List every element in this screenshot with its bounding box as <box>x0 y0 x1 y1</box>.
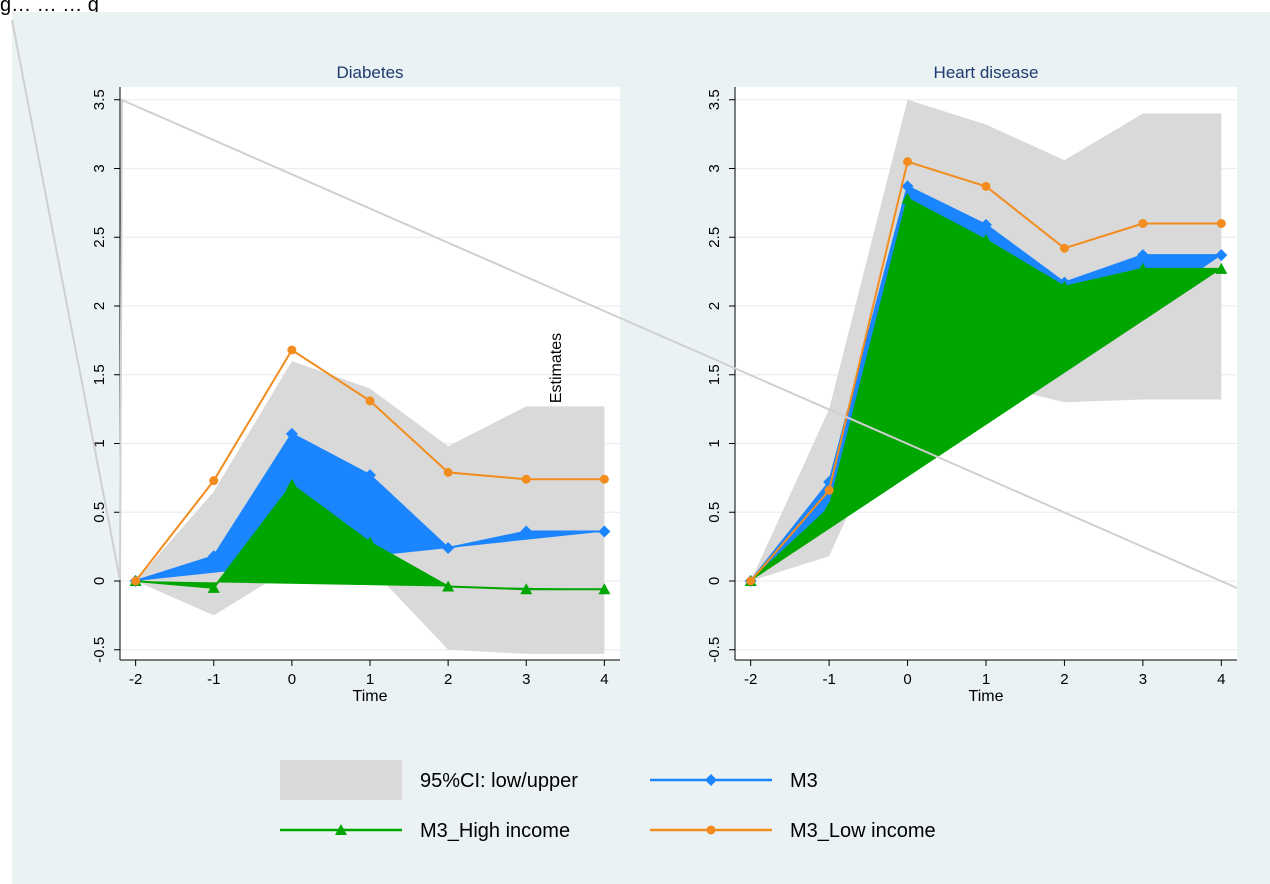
y-tick-label: 3 <box>706 164 723 172</box>
data-point-m3 <box>598 525 611 538</box>
x-tick-label: -1 <box>822 671 835 688</box>
legend-label: 95%CI: low/upper <box>420 770 578 792</box>
legend-item-ci: 95%CI: low/upper <box>280 760 578 800</box>
data-point-m3_low-income <box>1138 219 1148 228</box>
x-tick-label: 3 <box>522 671 530 688</box>
data-point-m3_low-income <box>131 576 141 586</box>
data-point-m3 <box>520 525 533 538</box>
y-tick-label: 3.5 <box>91 89 108 110</box>
legend-swatch-marker <box>706 825 716 835</box>
data-point-m3_low-income <box>287 345 297 355</box>
data-point-m3_low-income <box>1059 243 1069 253</box>
legend-swatch-marker <box>335 824 347 835</box>
data-point-m3_high-income <box>520 583 533 595</box>
y-tick-label: 0.5 <box>706 502 723 523</box>
data-point-m3_high-income <box>364 536 376 548</box>
x-tick-label: 0 <box>903 671 911 688</box>
y-tick-label: -0.5 <box>91 637 108 663</box>
data-point-m3_high-income <box>1136 262 1149 274</box>
x-tick-label: 2 <box>444 671 452 688</box>
data-point-m3 <box>980 218 992 231</box>
y-tick-label: 0.5 <box>91 502 108 523</box>
panel-title: Diabetes <box>336 63 403 82</box>
x-tick-label: 2 <box>1060 671 1068 688</box>
data-point-m3 <box>442 542 455 554</box>
y-tick-label: 1 <box>706 439 723 447</box>
data-point-m3_low-income <box>599 474 609 484</box>
data-point-m3_low-income <box>521 474 531 484</box>
x-tick-label: 4 <box>1217 671 1225 688</box>
x-tick-label: -1 <box>207 671 220 688</box>
legend-label: M3_Low income <box>790 820 936 842</box>
series-area-m3_high-income <box>750 198 1222 581</box>
data-point-m3_high-income <box>285 478 298 490</box>
data-point-m3_low-income <box>209 476 219 486</box>
data-point-m3_high-income <box>901 192 914 204</box>
data-point-m3_low-income <box>981 181 991 191</box>
y-axis-title: Estimates <box>548 333 565 403</box>
data-point-m3 <box>901 180 914 193</box>
y-tick-label: 1 <box>91 439 108 447</box>
data-point-m3_high-income <box>980 234 992 245</box>
y-tick-label: 2 <box>91 302 108 310</box>
diagonal-artifact-line <box>11 19 1238 589</box>
legend-item-m3: M3 <box>650 770 818 792</box>
y-tick-label: 3 <box>91 164 108 172</box>
x-tick-label: -2 <box>129 671 142 688</box>
x-axis-title: Time <box>969 688 1004 705</box>
x-tick-label: 1 <box>982 671 990 688</box>
data-point-m3_low-income <box>746 576 756 586</box>
data-point-m3_low-income <box>903 157 913 167</box>
x-tick-label: 3 <box>1139 671 1147 688</box>
series-area-m3_high-income <box>135 484 605 590</box>
data-point-m3_high-income <box>823 502 836 514</box>
y-tick-label: 2.5 <box>706 227 723 248</box>
legend-item-low: M3_Low income <box>650 820 936 842</box>
data-point-m3 <box>207 550 220 563</box>
data-point-m3_low-income <box>824 485 834 495</box>
data-point-m3_high-income <box>1058 280 1071 292</box>
data-point-m3 <box>1215 249 1228 262</box>
y-tick-label: 1.5 <box>91 364 108 385</box>
x-tick-label: 4 <box>600 671 608 688</box>
y-tick-label: 0 <box>91 577 108 585</box>
data-point-m3 <box>1136 249 1149 262</box>
legend-label: M3 <box>790 770 818 792</box>
legend-swatch-ci <box>280 760 402 800</box>
data-point-m3 <box>364 469 376 482</box>
data-point-m3_high-income <box>442 580 455 592</box>
data-point-m3_low-income <box>365 396 375 406</box>
y-tick-label: 3.5 <box>706 89 723 110</box>
y-tick-label: 0 <box>706 577 723 585</box>
panel-title: Heart disease <box>934 63 1039 82</box>
panel-heart-disease: -0.5 0 0.5 1 1.5 2 2.5 3 3.5 -2 -1 0 1 2 3 4 Time Heart d… <box>706 63 1237 705</box>
data-point-m3_low-income <box>443 467 453 477</box>
data-point-m3_high-income <box>1215 262 1228 274</box>
x-tick-label: 1 <box>366 671 374 688</box>
y-tick-label: 2.5 <box>91 227 108 248</box>
y-tick-label: 1.5 <box>706 364 723 385</box>
data-point-m3_high-income <box>207 581 220 593</box>
y-tick-label: 2 <box>706 302 723 310</box>
panel-diabetes: -0.5 0 0.5 1 1.5 2 2.5 3 3.5 -2 -1 0 1 2 3 4 Time Diabete… <box>91 63 620 705</box>
x-tick-label: 0 <box>288 671 296 688</box>
data-point-m3 <box>285 427 298 440</box>
data-point-m3_high-income <box>598 583 611 595</box>
legend-swatch-marker <box>705 774 717 786</box>
data-point-m3_low-income <box>1216 219 1226 228</box>
x-tick-label: -2 <box>744 671 757 688</box>
x-axis-title: Time <box>353 688 388 705</box>
legend-label: M3_High income <box>420 820 570 842</box>
legend: 95%CI: low/upper M3 M3_High income M3_Low i… <box>280 760 936 842</box>
legend-item-high: M3_High income <box>280 820 570 842</box>
y-tick-label: -0.5 <box>706 637 723 663</box>
